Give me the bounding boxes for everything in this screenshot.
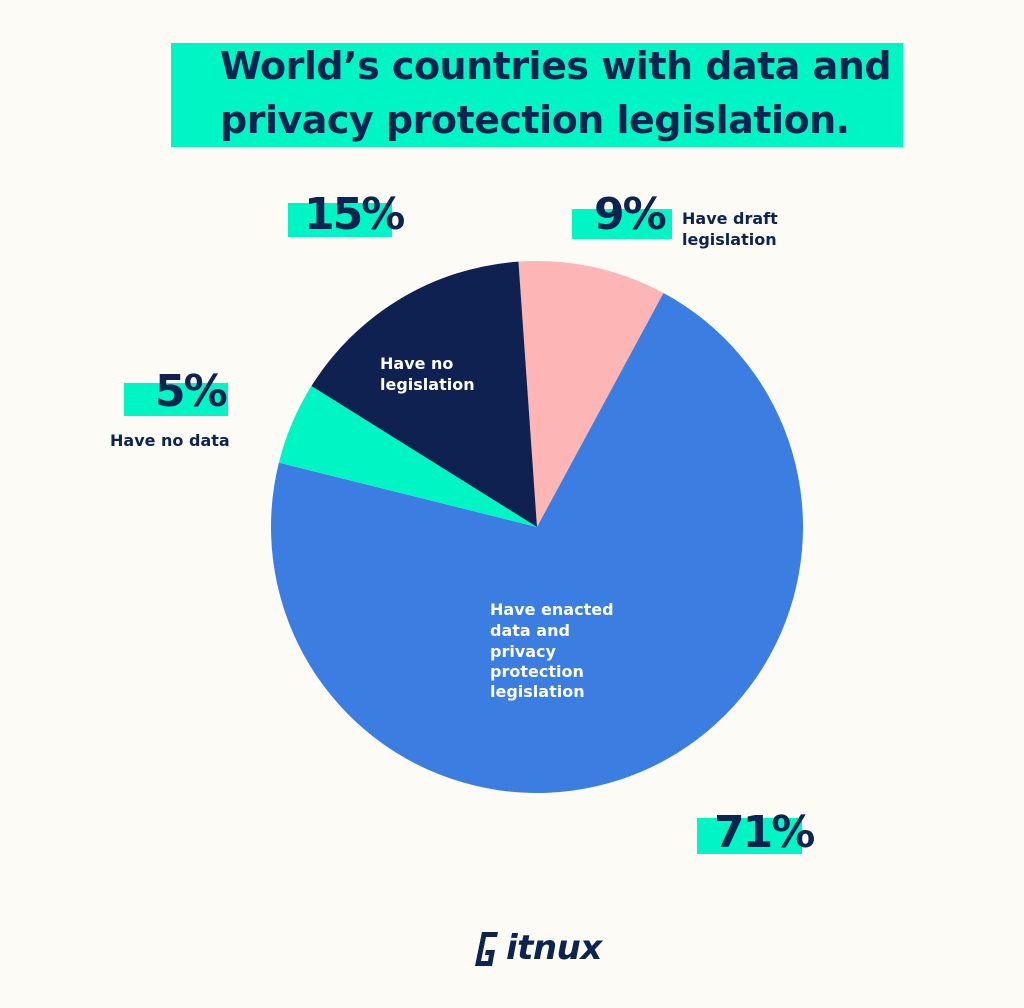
pct-label-no-legislation: 15% — [304, 189, 405, 240]
chart-title-line-2: privacy protection legislation. — [220, 98, 850, 142]
label-enacted-line-5: legislation — [490, 682, 585, 701]
chart-title-line-1: World’s countries with data and — [220, 44, 892, 88]
pie-slice-no-data — [278, 386, 537, 527]
pie-slice-enacted — [270, 293, 803, 793]
pct-highlight-enacted — [697, 818, 802, 854]
pct-highlight-draft — [572, 209, 672, 239]
label-enacted-line-4: protection — [490, 662, 584, 681]
label-enacted-line-1: Have enacted — [490, 600, 614, 619]
label-no-legislation-line-2: legislation — [380, 375, 475, 394]
label-draft-line-2: legislation — [682, 230, 777, 249]
label-no-data: Have no data — [110, 431, 230, 450]
label-enacted-line-3: privacy — [490, 642, 556, 661]
pie-slice-draft — [518, 261, 664, 527]
gitnux-logo: itnux — [470, 920, 630, 976]
pct-label-enacted: 71% — [714, 807, 815, 858]
gitnux-g-icon — [475, 932, 498, 966]
pct-label-no-data: 5% — [155, 366, 228, 417]
label-no-legislation-line-1: Have no — [380, 354, 454, 373]
brand-name: itnux — [506, 928, 602, 968]
label-draft-line-1: Have draft — [682, 209, 778, 228]
label-enacted-line-2: data and — [490, 621, 570, 640]
title-highlight — [171, 43, 903, 147]
pct-highlight-no-data — [124, 383, 228, 416]
pie-slice-no-legislation — [311, 261, 537, 527]
pct-highlight-no-legislation — [288, 203, 392, 237]
pct-label-draft: 9% — [594, 189, 667, 240]
